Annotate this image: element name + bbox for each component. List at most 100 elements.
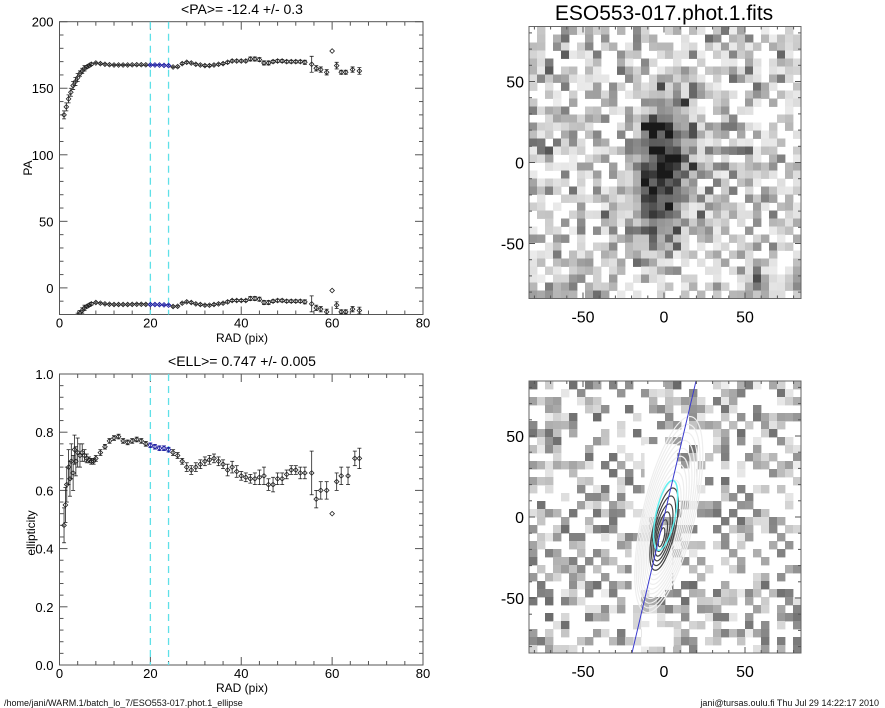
image-pixel [649,597,658,606]
image-pixel [625,549,634,558]
image-pixel [721,493,730,502]
data-point [345,472,351,479]
image-pixel [585,493,594,502]
image-pixel [649,405,658,414]
image-pixel [785,186,794,195]
image-pixel [761,557,770,566]
data-point [147,442,154,449]
image-pixel [665,154,674,163]
image-pixel [625,218,634,227]
image-pixel [553,437,562,446]
image-pixel [577,597,586,606]
image-pixel [609,525,618,534]
image-pixel [697,242,706,251]
image-pixel [681,210,690,219]
data-point [197,301,204,308]
image-pixel [625,469,634,478]
data-point [71,323,76,328]
image-pixel [721,186,730,195]
image-pixel [673,66,682,75]
isophote-ellipse [635,423,701,609]
image-pixel [761,26,770,35]
image-pixel [777,90,786,99]
image-pixel [561,146,570,155]
image-pixel [529,106,538,115]
pa-plot-ylabel: PA [21,160,35,175]
image-pixel [593,66,602,75]
image-pixel [577,178,586,187]
image-pixel [713,629,722,638]
data-point [97,449,104,456]
image-pixel [681,66,690,75]
image-pixel [689,637,698,646]
data-point [323,308,330,315]
image-pixel [665,226,674,235]
y-tick-label: 200 [32,15,54,30]
image-pixel [769,42,778,51]
image-pixel [673,621,682,630]
data-point [233,468,240,475]
image-pixel [697,557,706,566]
data-point [142,440,149,447]
image-pixel [769,589,778,598]
image-pixel [713,74,722,83]
image-pixel [609,226,618,235]
image-pixel [689,453,698,462]
image-pixel [649,226,658,235]
image-pixel [601,437,610,446]
image-pixel [593,549,602,558]
image-pixel [721,170,730,179]
image-pixel [713,437,722,446]
image-pixel [601,290,610,299]
image-pixel [697,114,706,123]
image-pixel [641,605,650,614]
data-point [188,299,195,306]
data-point [74,74,81,81]
image-pixel [545,429,554,438]
image-pixel [761,525,770,534]
image-pixels [529,26,801,299]
image-pixel [553,186,562,195]
image-pixel [537,461,546,470]
image-pixel [633,621,642,630]
image-pixel [561,106,570,115]
image-pixel [777,389,786,398]
image-pixel [657,210,666,219]
image-pixel [665,621,674,630]
image-pixel [665,66,674,75]
y-tick-label: 50 [39,214,53,229]
y-tick-label: 0 [515,510,524,527]
image-pixel [689,66,698,75]
image-pixel [561,218,570,227]
image-pixel [633,130,642,139]
image-pixel [793,178,801,187]
image-pixel [777,549,786,558]
image-pixel [777,613,786,622]
image-pixel [569,98,578,107]
image-pixel [641,274,650,283]
image-pixel [617,565,626,574]
image-pixel [617,461,626,470]
image-pixel [681,114,690,123]
image-pixel [569,26,578,35]
image-pixel [673,162,682,171]
image-pixel [545,413,554,422]
image-pixel [633,274,642,283]
image-pixel [593,186,602,195]
image-pixel [617,82,626,91]
image-pixel [625,66,634,75]
image-pixel [545,381,554,390]
image-pixel [537,274,546,283]
image-pixel [569,282,578,291]
image-pixel [769,154,778,163]
image-pixel [553,178,562,187]
image-pixel [665,413,674,422]
image-pixel [721,42,730,51]
image-pixel [737,437,746,446]
image-pixel [601,210,610,219]
image-pixel [665,242,674,251]
image-pixel [705,122,714,131]
image-pixel [713,509,722,518]
y-tick-label: -50 [501,237,524,254]
data-point [270,58,276,65]
